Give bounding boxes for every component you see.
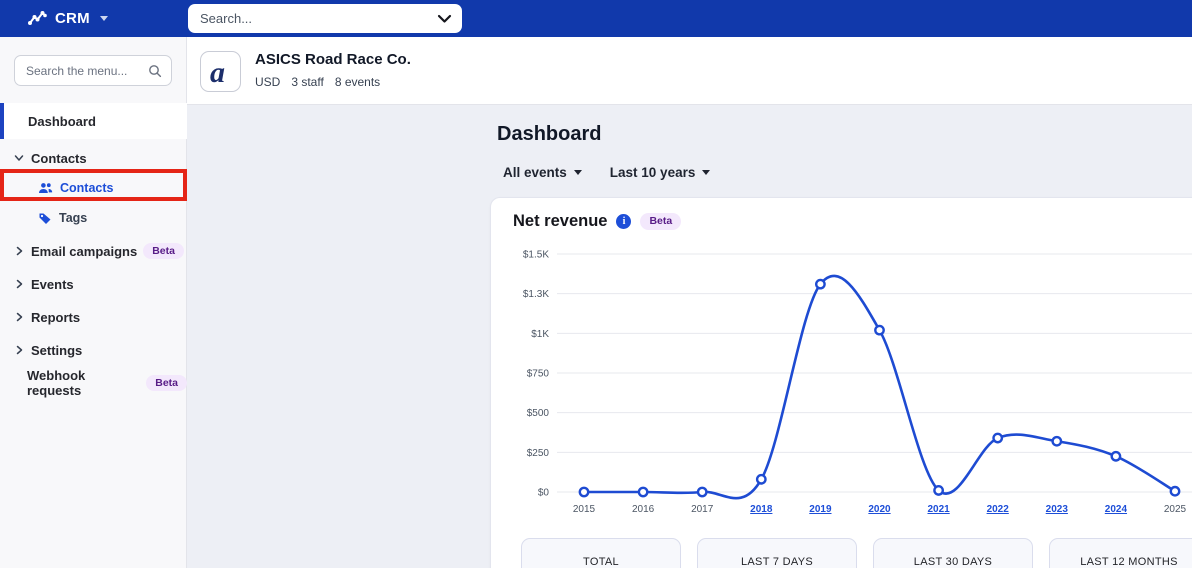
date-range-dropdown[interactable]: Last 10 years	[610, 165, 711, 180]
sidebar-item-events[interactable]: Events	[0, 273, 187, 295]
data-point-marker[interactable]	[1051, 435, 1063, 447]
x-axis-year-label: 2017	[691, 504, 714, 515]
data-point-marker[interactable]	[814, 278, 826, 290]
y-axis-tick-label: $750	[527, 369, 550, 380]
net-revenue-chart: $0 $250 $500 $750 $1K $1.3K $1.5K 2015 2016 2017 2…	[505, 242, 1192, 542]
sidebar-item-label: Reports	[31, 309, 81, 325]
analytics-logo-icon	[28, 10, 47, 27]
net-revenue-card: Net revenue i Beta $0 $250 $500 $750 $1K $1.3…	[490, 197, 1192, 568]
tag-icon	[38, 212, 52, 225]
sidebar-item-label: Contacts	[31, 150, 87, 166]
currency-label: USD	[255, 75, 281, 89]
data-point-marker[interactable]	[933, 485, 944, 496]
stat-tabs: TOTAL LAST 7 DAYS LAST 30 DAYS LAST 12 M…	[521, 538, 1192, 568]
beta-badge: Beta	[640, 213, 682, 230]
global-search-select[interactable]: Search...	[188, 4, 462, 33]
sidebar: Search the menu... Dashboard Contacts Co…	[0, 37, 187, 568]
x-axis-year-link[interactable]: 2020	[868, 504, 891, 515]
tab-last-12-months[interactable]: LAST 12 MONTHS	[1049, 538, 1192, 568]
svg-text:a: a	[210, 56, 225, 88]
x-axis-year-label: 2016	[632, 504, 655, 515]
dashboard-filters: All events Last 10 years	[503, 165, 711, 180]
organization-name: ASICS Road Race Co.	[255, 51, 411, 68]
chevron-right-icon	[13, 245, 25, 257]
events-filter-dropdown[interactable]: All events	[503, 165, 582, 180]
sidebar-item-label: Dashboard	[28, 113, 96, 129]
organization-meta: USD 3 staff 8 events	[255, 75, 380, 89]
x-axis-year-link[interactable]: 2022	[987, 504, 1010, 515]
sidebar-item-reports[interactable]: Reports	[0, 306, 187, 328]
x-axis-year-link[interactable]: 2018	[750, 504, 773, 515]
x-axis-year-link[interactable]: 2024	[1105, 504, 1128, 515]
data-point-marker[interactable]	[1169, 485, 1181, 497]
chevron-down-icon	[702, 170, 711, 175]
data-point-marker[interactable]	[637, 486, 649, 498]
chevron-down-icon	[573, 170, 582, 175]
sidebar-item-label: Contacts	[60, 181, 114, 195]
sidebar-item-label: Email campaigns	[31, 243, 138, 259]
sidebar-item-dashboard[interactable]: Dashboard	[0, 103, 187, 139]
users-icon	[38, 182, 53, 194]
data-point-marker[interactable]	[1110, 450, 1122, 462]
revenue-line-series	[582, 274, 1177, 500]
organization-header: a ASICS Road Race Co. USD 3 staff 8 even…	[187, 37, 1192, 105]
sidebar-item-tags[interactable]: Tags	[0, 207, 187, 229]
y-axis-tick-label: $500	[527, 408, 550, 419]
sidebar-item-label: Webhook requests	[27, 368, 86, 398]
tab-last-30-days[interactable]: LAST 30 DAYS	[873, 538, 1033, 568]
events-filter-label: All events	[503, 165, 567, 180]
info-icon[interactable]: i	[616, 214, 632, 229]
global-search-placeholder: Search...	[200, 11, 253, 26]
x-axis-year-link[interactable]: 2023	[1046, 504, 1069, 515]
x-axis-year-label: 2025	[1164, 504, 1187, 515]
tab-total[interactable]: TOTAL	[521, 538, 681, 568]
y-axis-tick-label: $1.3K	[523, 289, 549, 300]
sidebar-search-placeholder: Search the menu...	[26, 63, 128, 78]
chevron-right-icon	[13, 278, 25, 290]
date-range-label: Last 10 years	[609, 165, 696, 180]
card-header: Net revenue i Beta	[513, 212, 682, 231]
asics-logo: a	[200, 51, 241, 92]
x-axis-year-label: 2015	[573, 504, 596, 515]
sidebar-item-contacts[interactable]: Contacts	[0, 176, 187, 200]
data-point-marker[interactable]	[992, 432, 1004, 444]
data-point-marker[interactable]	[755, 473, 767, 485]
x-axis-year-link[interactable]: 2019	[809, 504, 832, 515]
y-axis-tick-label: $1K	[531, 329, 549, 340]
sidebar-item-email-campaigns[interactable]: Email campaigns Beta	[0, 240, 187, 262]
data-point-marker[interactable]	[696, 486, 708, 498]
chevron-down-icon	[437, 14, 452, 24]
y-axis-tick-label: $1.5K	[523, 250, 549, 261]
sidebar-item-label: Tags	[59, 211, 88, 225]
chevron-right-icon	[13, 311, 25, 323]
sidebar-item-label: Events	[31, 276, 74, 292]
chevron-down-icon	[99, 16, 108, 21]
main-content: Dashboard All events Last 10 years Net r…	[187, 105, 1192, 568]
brand-label: CRM	[55, 10, 90, 27]
events-count: 8 events	[334, 75, 381, 89]
sidebar-item-label: Settings	[31, 342, 83, 358]
chevron-down-icon	[13, 152, 25, 164]
y-axis-tick-label: $0	[538, 488, 550, 499]
sidebar-search-input[interactable]: Search the menu...	[14, 55, 172, 86]
tab-last-7-days[interactable]: LAST 7 DAYS	[697, 538, 857, 568]
top-navigation-bar: CRM Search...	[0, 0, 1192, 37]
data-point-marker[interactable]	[874, 324, 885, 336]
search-icon	[148, 64, 162, 78]
beta-badge: Beta	[143, 242, 184, 260]
chevron-right-icon	[13, 344, 25, 356]
sidebar-item-webhook-requests[interactable]: Webhook requests Beta	[0, 368, 187, 398]
page-title: Dashboard	[497, 123, 602, 145]
app-brand-menu[interactable]: CRM	[28, 0, 108, 37]
sidebar-item-contacts-group[interactable]: Contacts	[0, 147, 187, 169]
beta-badge: Beta	[146, 374, 187, 392]
y-axis-tick-label: $250	[527, 448, 550, 459]
data-point-marker[interactable]	[578, 486, 590, 498]
sidebar-item-settings[interactable]: Settings	[0, 339, 187, 361]
x-axis-year-link[interactable]: 2021	[927, 504, 950, 515]
staff-count: 3 staff	[291, 75, 324, 89]
card-title: Net revenue	[513, 212, 608, 230]
